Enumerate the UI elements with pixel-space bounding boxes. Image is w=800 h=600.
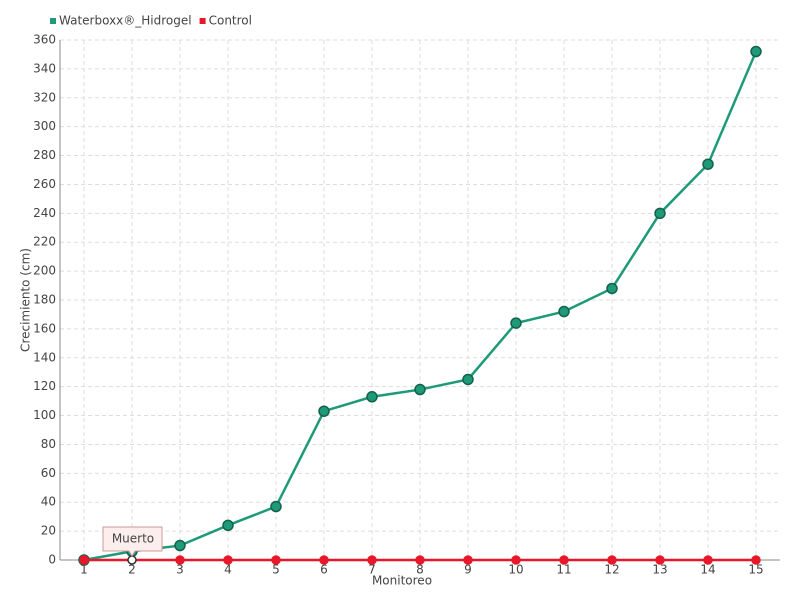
y-tick-label: 300 bbox=[33, 119, 56, 133]
y-tick-label: 60 bbox=[41, 466, 56, 480]
x-axis-label: Monitoreo bbox=[372, 574, 432, 588]
x-tick-label: 12 bbox=[604, 563, 619, 577]
data-point bbox=[655, 555, 665, 565]
data-point bbox=[271, 555, 281, 565]
y-tick-label: 100 bbox=[33, 408, 56, 422]
data-point bbox=[367, 555, 377, 565]
x-tick-label: 10 bbox=[508, 563, 523, 577]
data-point bbox=[607, 555, 617, 565]
data-point bbox=[511, 555, 521, 565]
data-point bbox=[702, 158, 714, 170]
data-point bbox=[318, 405, 330, 417]
data-point bbox=[127, 555, 137, 565]
data-point bbox=[606, 282, 618, 295]
x-tick-label: 14 bbox=[700, 563, 715, 577]
data-point bbox=[223, 555, 233, 565]
y-tick-label: 180 bbox=[33, 293, 56, 307]
y-tick-label: 140 bbox=[33, 350, 56, 364]
data-point bbox=[366, 391, 378, 403]
y-tick-label: 0 bbox=[48, 553, 56, 567]
data-point bbox=[270, 500, 282, 513]
x-tick-label: 9 bbox=[464, 563, 472, 577]
data-point bbox=[750, 45, 762, 58]
y-tick-label: 80 bbox=[41, 437, 56, 451]
y-tick-label: 40 bbox=[41, 495, 56, 509]
y-tick-label: 260 bbox=[33, 177, 56, 191]
x-tick-label: 6 bbox=[320, 563, 328, 577]
x-tick-label: 13 bbox=[652, 563, 667, 577]
data-point bbox=[175, 555, 185, 565]
legend-label: Waterboxx®_Hidrogel bbox=[59, 14, 192, 28]
y-tick-label: 340 bbox=[33, 61, 56, 75]
x-tick-label: 8 bbox=[416, 563, 424, 577]
x-tick-label: 2 bbox=[128, 563, 136, 577]
x-tick-label: 4 bbox=[224, 563, 232, 577]
legend-label: Control bbox=[209, 14, 252, 28]
data-point bbox=[654, 207, 666, 220]
x-tick-label: 11 bbox=[556, 563, 571, 577]
data-point bbox=[415, 555, 425, 565]
annotation-box bbox=[102, 526, 163, 557]
legend-swatch bbox=[50, 18, 56, 24]
y-tick-label: 240 bbox=[33, 206, 56, 220]
data-point bbox=[510, 317, 522, 329]
data-point bbox=[319, 555, 329, 565]
data-point bbox=[558, 305, 570, 318]
x-tick-label: 3 bbox=[176, 563, 184, 577]
data-point bbox=[462, 373, 474, 386]
legend-swatch bbox=[199, 18, 206, 24]
y-tick-label: 220 bbox=[33, 235, 56, 249]
data-point bbox=[703, 555, 713, 565]
data-point bbox=[751, 555, 761, 565]
data-point bbox=[559, 555, 569, 565]
y-tick-label: 280 bbox=[33, 148, 56, 162]
data-point bbox=[79, 555, 89, 565]
x-tick-label: 15 bbox=[748, 563, 763, 577]
data-point bbox=[463, 555, 473, 565]
data-point bbox=[414, 383, 426, 396]
annotation: Muerto bbox=[112, 532, 154, 546]
y-axis-label: Crecimiento (cm) bbox=[19, 248, 33, 352]
y-tick-label: 320 bbox=[33, 90, 56, 104]
y-tick-label: 160 bbox=[33, 321, 56, 335]
x-tick-label: 1 bbox=[80, 563, 88, 577]
y-tick-label: 20 bbox=[41, 524, 56, 538]
x-tick-label: 5 bbox=[272, 563, 280, 577]
data-point bbox=[174, 539, 186, 552]
data-point bbox=[222, 519, 234, 532]
y-tick-label: 120 bbox=[33, 379, 56, 393]
x-tick-label: 7 bbox=[368, 563, 376, 577]
y-tick-label: 360 bbox=[33, 33, 56, 47]
y-tick-label: 200 bbox=[33, 264, 56, 278]
